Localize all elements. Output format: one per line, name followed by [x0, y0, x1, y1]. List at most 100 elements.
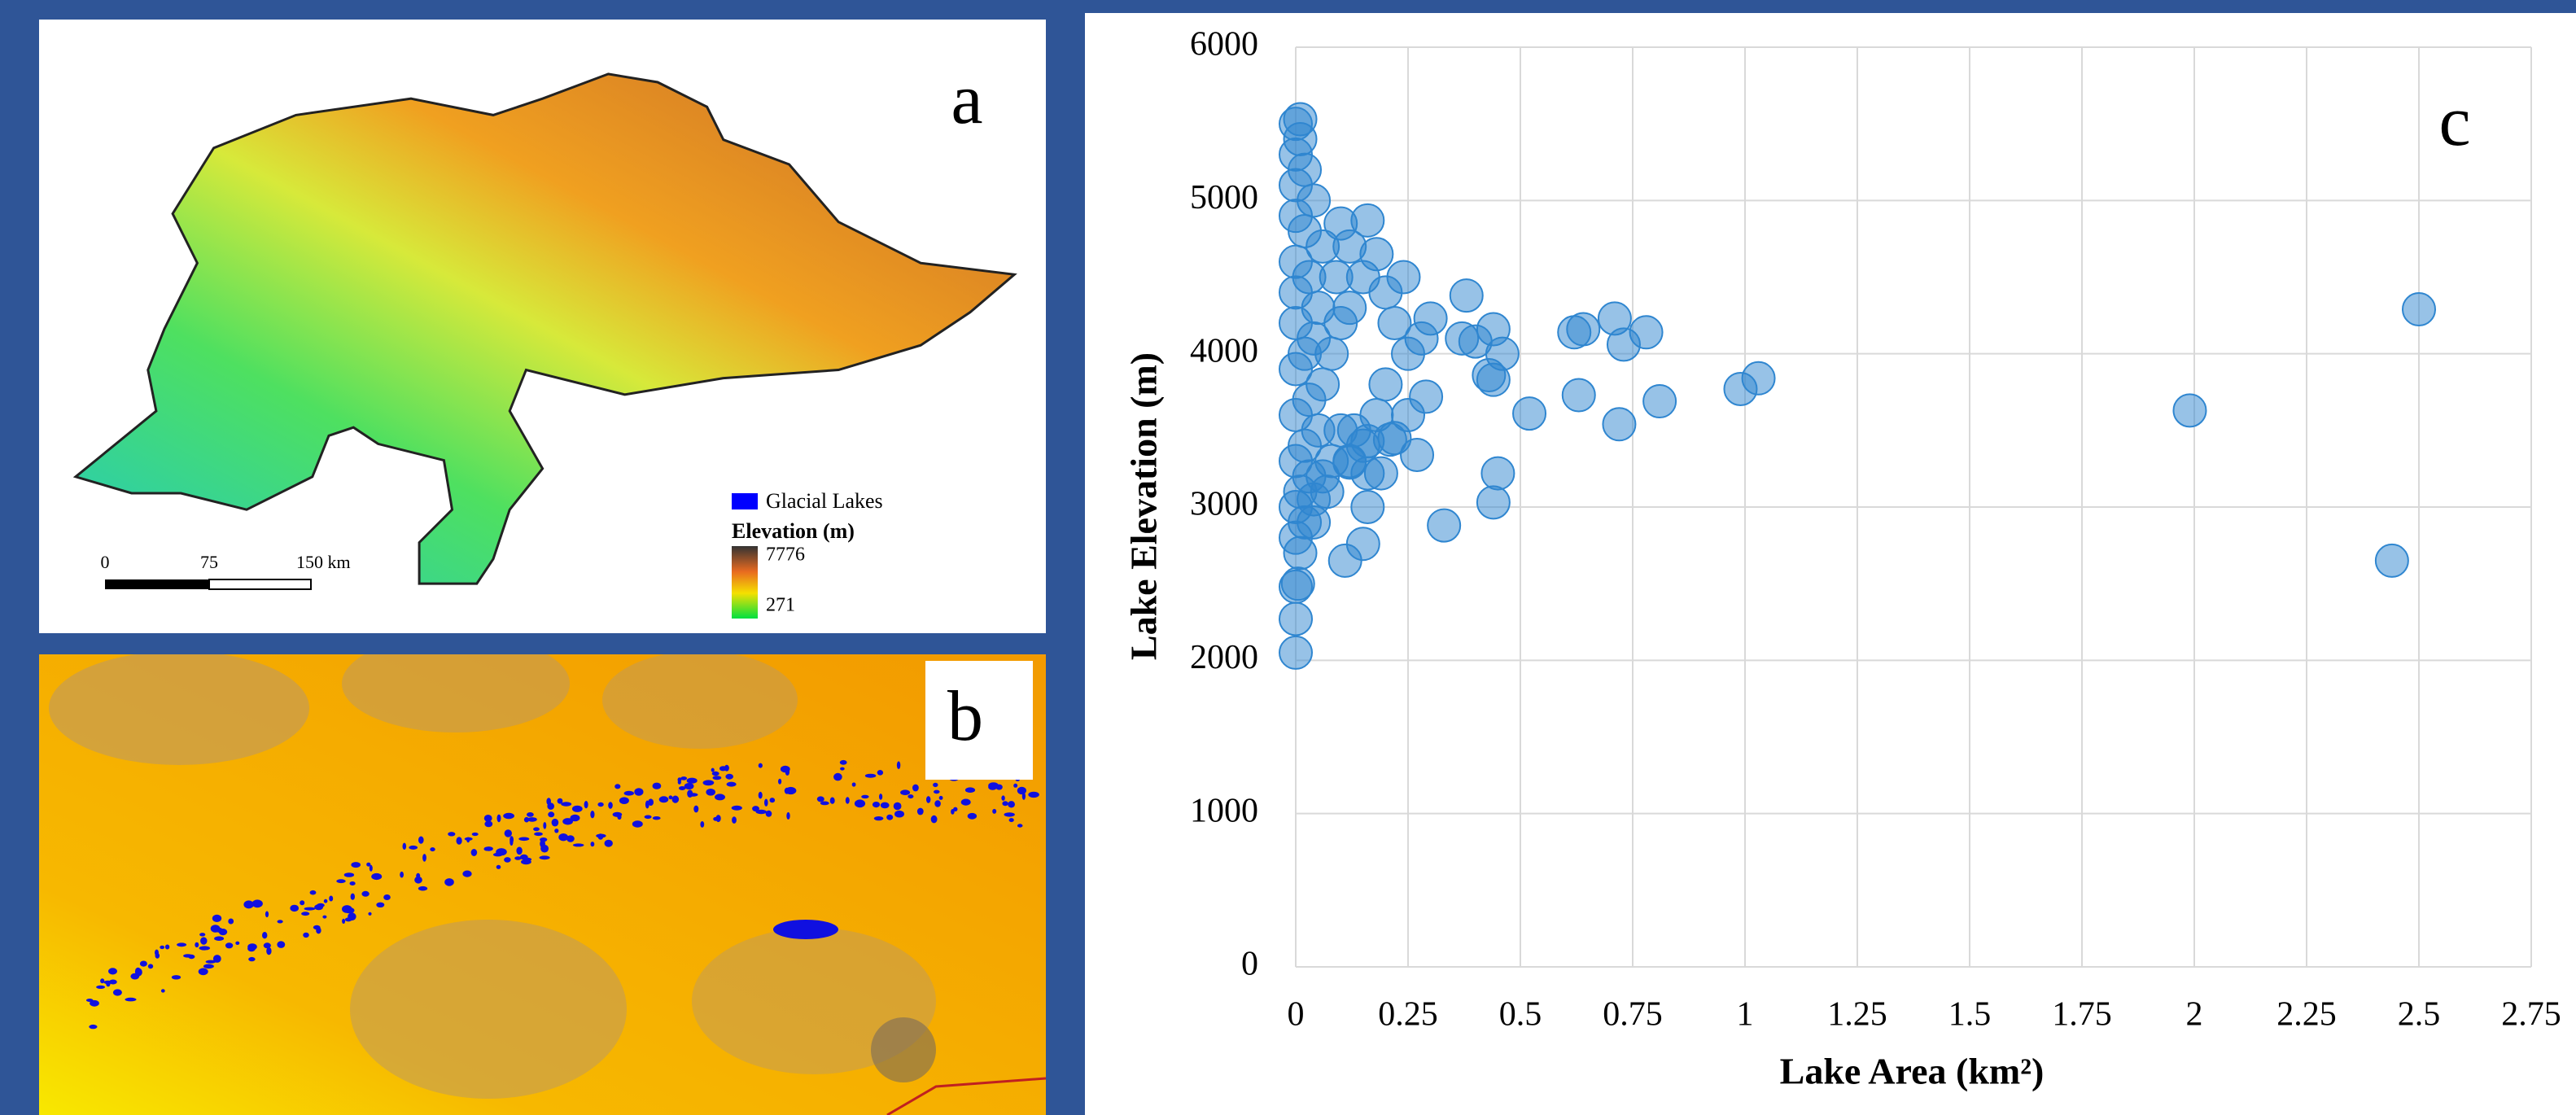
lake: [266, 947, 272, 955]
lake: [558, 833, 569, 842]
lake: [916, 807, 924, 815]
lake: [652, 782, 662, 789]
lake: [183, 954, 193, 958]
lake: [879, 794, 883, 800]
boundary: [886, 1077, 1046, 1115]
scale-label: 150 km: [296, 552, 351, 572]
lake: [658, 796, 669, 803]
zoom-map: [39, 654, 1046, 1115]
lake: [351, 862, 361, 868]
lake: [263, 942, 271, 949]
scale-bar: [105, 579, 209, 589]
lake: [719, 766, 727, 772]
lake: [764, 798, 768, 807]
lake: [758, 763, 763, 768]
point: [1336, 413, 1371, 448]
lake: [414, 876, 422, 884]
lake: [109, 979, 117, 985]
lake: [376, 902, 385, 908]
lake: [344, 907, 355, 914]
y-axis-title: Lake Elevation (m): [1123, 352, 1165, 660]
point: [1350, 203, 1385, 238]
point: [1350, 490, 1385, 524]
lake: [1004, 812, 1015, 817]
lake: [652, 816, 661, 820]
lake: [731, 805, 742, 811]
lake: [908, 794, 914, 799]
scale-label: 0: [101, 552, 110, 572]
legend-lakes: Glacial Lakes: [766, 489, 883, 513]
lake: [134, 967, 142, 976]
point: [1409, 379, 1444, 414]
lake: [368, 912, 372, 916]
lake: [778, 778, 782, 785]
lake: [732, 816, 737, 824]
lake: [383, 894, 391, 900]
lake: [361, 890, 370, 897]
lake: [1017, 824, 1023, 828]
lake: [203, 964, 214, 969]
lake: [350, 893, 355, 900]
lake: [214, 936, 225, 941]
lake: [833, 772, 842, 781]
lake: [1001, 795, 1005, 801]
lake: [758, 791, 763, 799]
elevation-map: [72, 72, 1017, 585]
y-tick-label: 2000: [1190, 639, 1258, 676]
lake: [880, 802, 890, 809]
lake: [164, 944, 170, 950]
lake: [527, 812, 534, 817]
lake: [344, 917, 352, 922]
lake: [470, 849, 478, 856]
lake: [933, 782, 938, 788]
lake: [277, 941, 286, 948]
lake: [960, 798, 971, 806]
lake: [562, 818, 573, 825]
lake: [418, 885, 428, 891]
lake: [934, 789, 940, 794]
lake: [195, 942, 199, 948]
lake: [125, 997, 137, 1002]
lake: [534, 832, 543, 837]
lake: [90, 999, 99, 1007]
x-tick-label: 1: [1737, 996, 1754, 1034]
x-tick-label: 0.25: [1378, 996, 1438, 1034]
lake: [684, 783, 694, 789]
lake: [632, 820, 643, 828]
lake: [854, 799, 866, 808]
lake: [1021, 792, 1026, 800]
lake: [551, 818, 559, 827]
terrain: [350, 920, 627, 1099]
point: [1280, 566, 1315, 601]
point: [1359, 237, 1394, 272]
x-tick-label: 2.25: [2276, 996, 2337, 1034]
lake: [304, 907, 316, 911]
lake: [199, 946, 211, 951]
lake: [262, 932, 268, 939]
lake: [290, 904, 300, 912]
lake: [900, 789, 911, 795]
legend-max: 7776: [766, 544, 805, 566]
lake: [155, 952, 160, 959]
lake: [712, 776, 722, 780]
lake: [926, 796, 931, 803]
scale-label: 75: [200, 552, 218, 572]
lake: [483, 815, 492, 822]
x-tick-label: 1.5: [1948, 996, 1992, 1034]
point: [1476, 485, 1511, 520]
lake: [752, 806, 759, 812]
lake: [686, 777, 698, 784]
point: [1305, 459, 1340, 494]
lake: [597, 833, 604, 840]
lake: [671, 795, 680, 803]
lake: [572, 843, 584, 847]
lake: [648, 798, 654, 806]
lake: [645, 800, 649, 809]
lake: [820, 801, 829, 806]
lake: [839, 759, 847, 765]
lake: [938, 795, 943, 800]
lake: [773, 920, 838, 939]
lake: [547, 802, 554, 810]
panel-label: a: [951, 60, 982, 139]
lake: [608, 802, 613, 809]
